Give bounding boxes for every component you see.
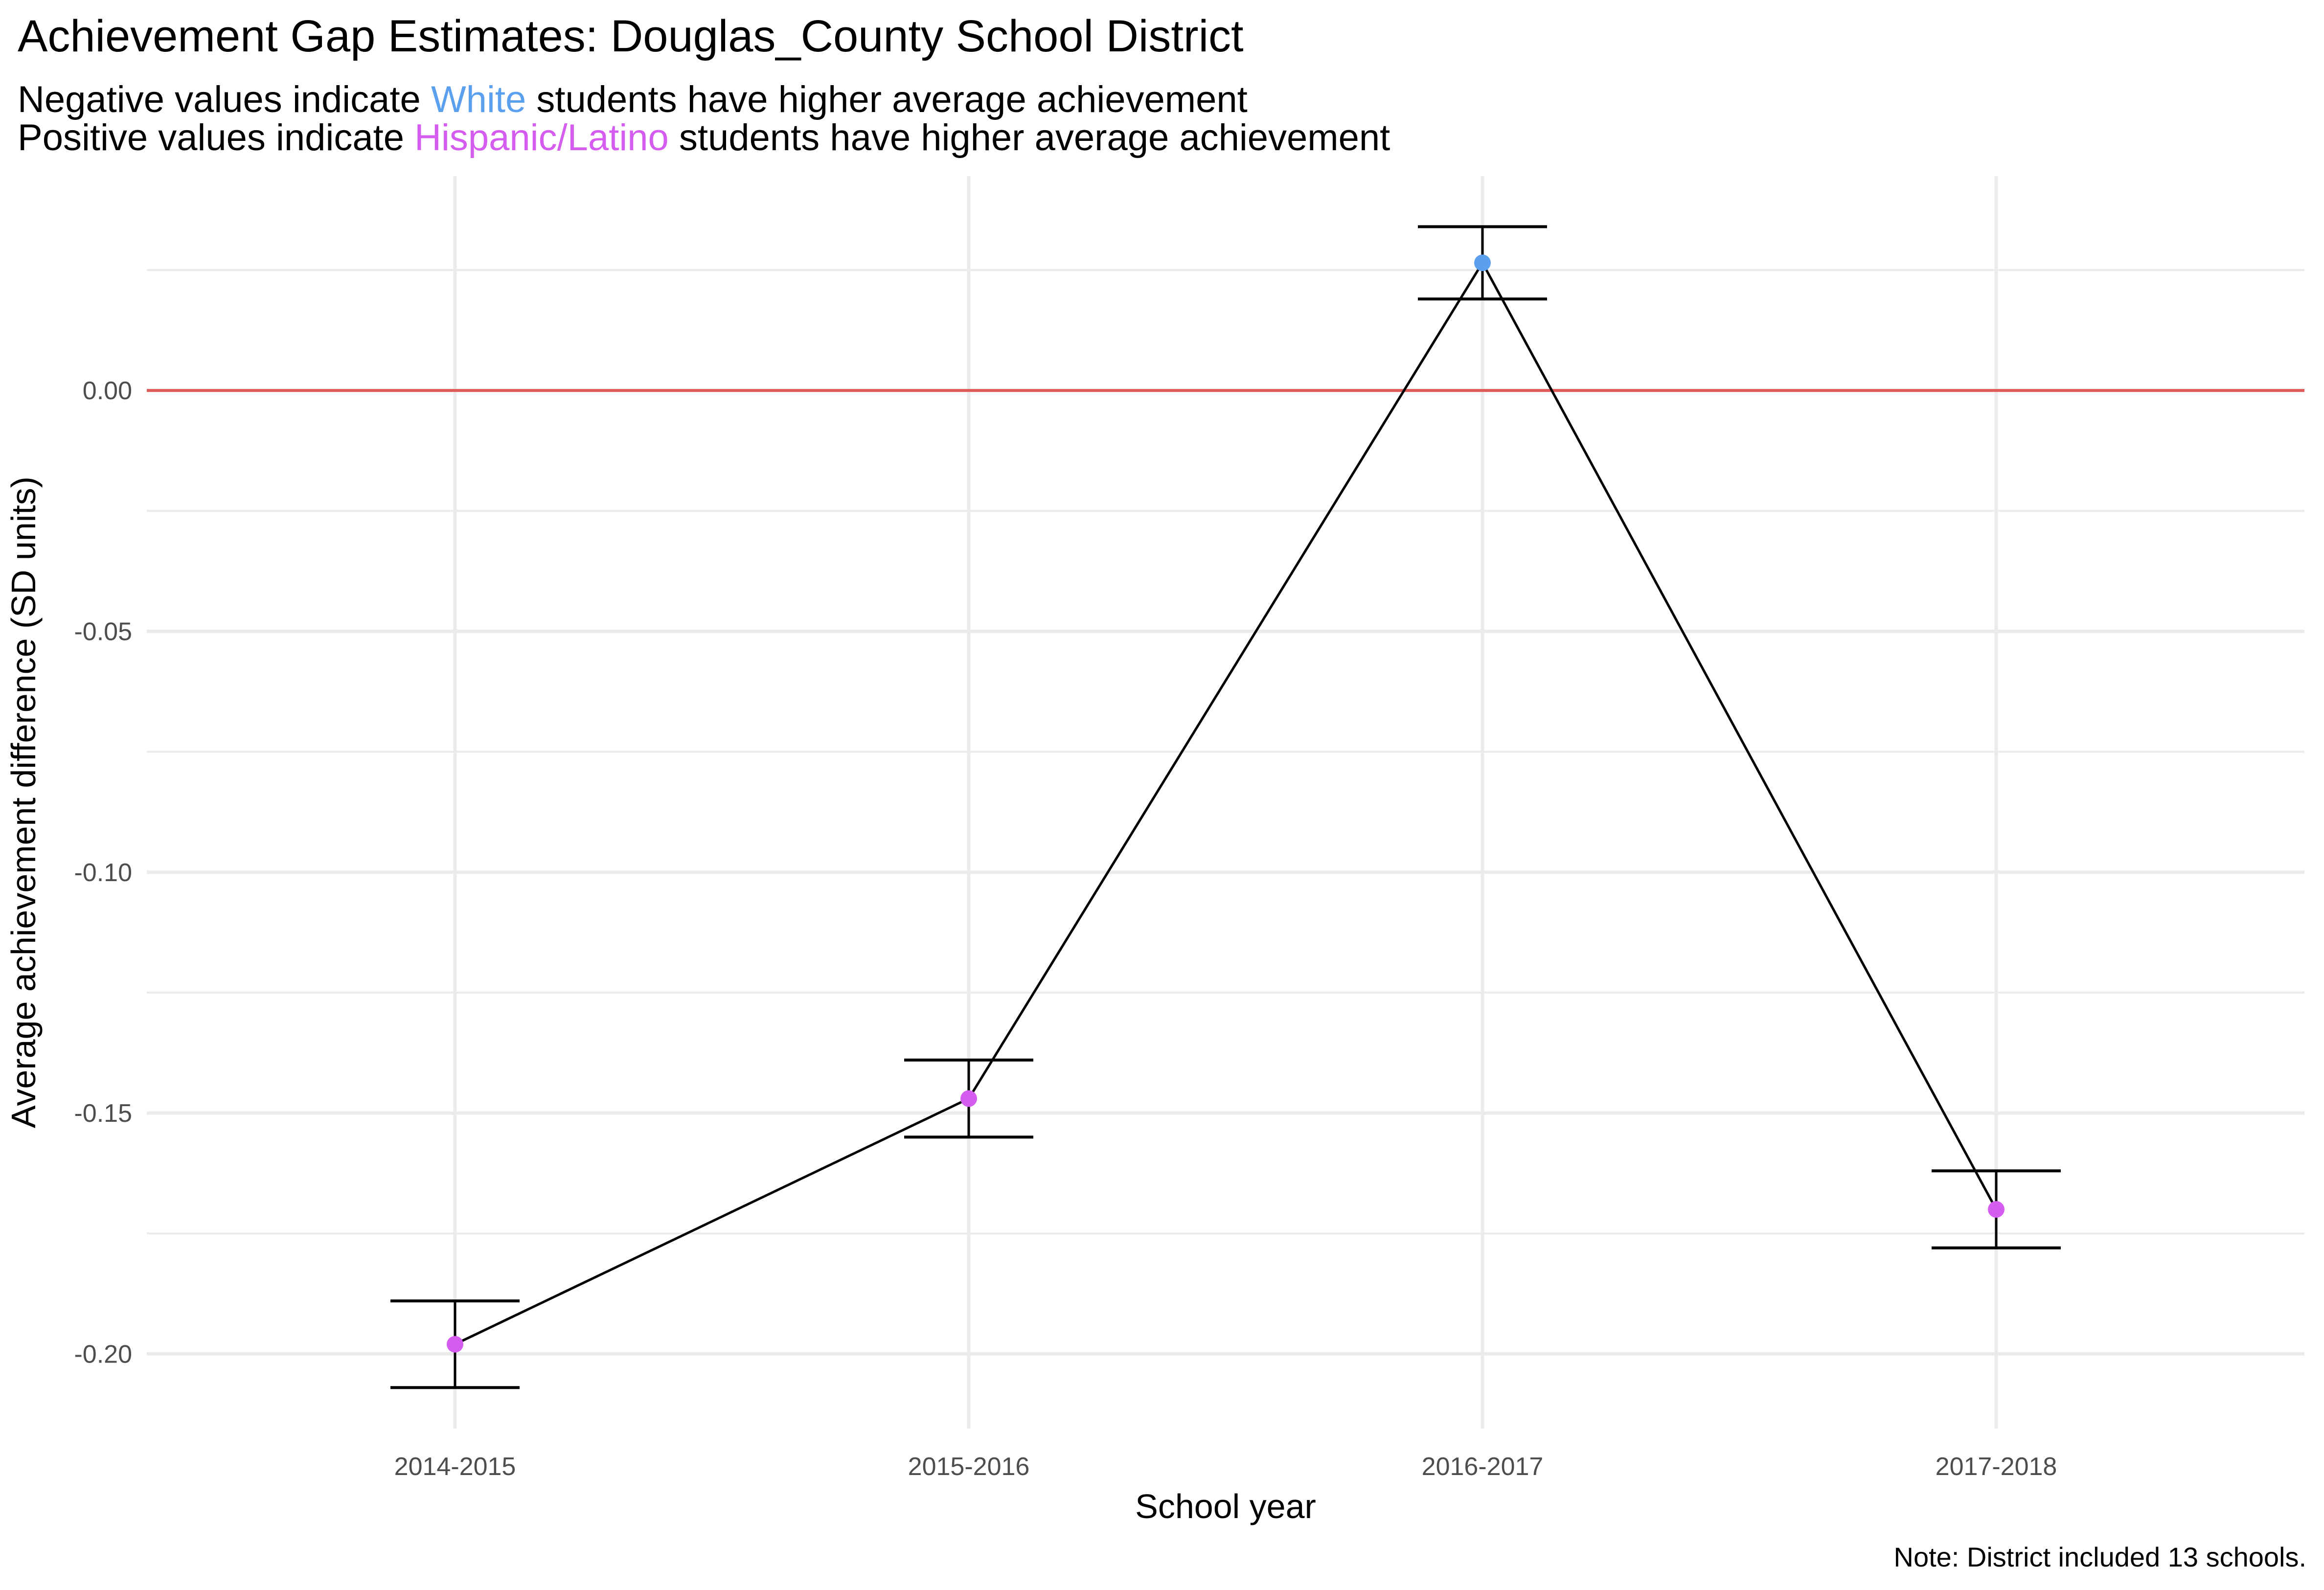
y-axis-title: Average achievement difference (SD units…	[4, 477, 43, 1128]
subtitle-line-negative: Negative values indicate White students …	[18, 78, 1248, 121]
y-tick-label: -0.05	[74, 617, 132, 646]
axis-layer: 0.00 -0.05 -0.10 -0.15 -0.20 2014-2015 2015-20…	[4, 377, 2057, 1525]
chart-caption: Note: District included 13 schools.	[1893, 1542, 2307, 1572]
x-tick-label: 2016-2017	[1422, 1453, 1544, 1481]
x-tick-label: 2014-2015	[394, 1453, 516, 1481]
y-tick-label: -0.10	[74, 859, 132, 887]
x-tick-label: 2015-2016	[908, 1453, 1030, 1481]
chart-title: Achievement Gap Estimates: Douglas_Count…	[18, 11, 1244, 61]
subtitle-prefix: Negative values indicate	[18, 79, 431, 120]
y-tick-label: -0.20	[74, 1340, 132, 1368]
subtitle-suffix: students have higher average achievement	[668, 117, 1390, 159]
data-point	[1988, 1201, 2005, 1218]
subtitle-prefix: Positive values indicate	[18, 117, 415, 159]
subtitle-suffix: students have higher average achievement	[526, 79, 1248, 120]
y-tick-label: -0.15	[74, 1099, 132, 1128]
hispanic-group-label: Hispanic/Latino	[414, 117, 669, 159]
series-line	[454, 261, 1998, 1345]
x-axis-title: School year	[1135, 1487, 1316, 1525]
data-layer	[390, 225, 2061, 1389]
x-tick-label: 2017-2018	[1936, 1453, 2057, 1481]
data-point	[447, 1336, 463, 1353]
y-tick-label: 0.00	[83, 377, 132, 405]
data-point	[1474, 254, 1491, 272]
grid-layer	[147, 176, 2304, 1429]
white-group-label: White	[431, 79, 526, 120]
data-point	[960, 1090, 977, 1107]
subtitle-line-positive: Positive values indicate Hispanic/Latino…	[18, 116, 1390, 159]
